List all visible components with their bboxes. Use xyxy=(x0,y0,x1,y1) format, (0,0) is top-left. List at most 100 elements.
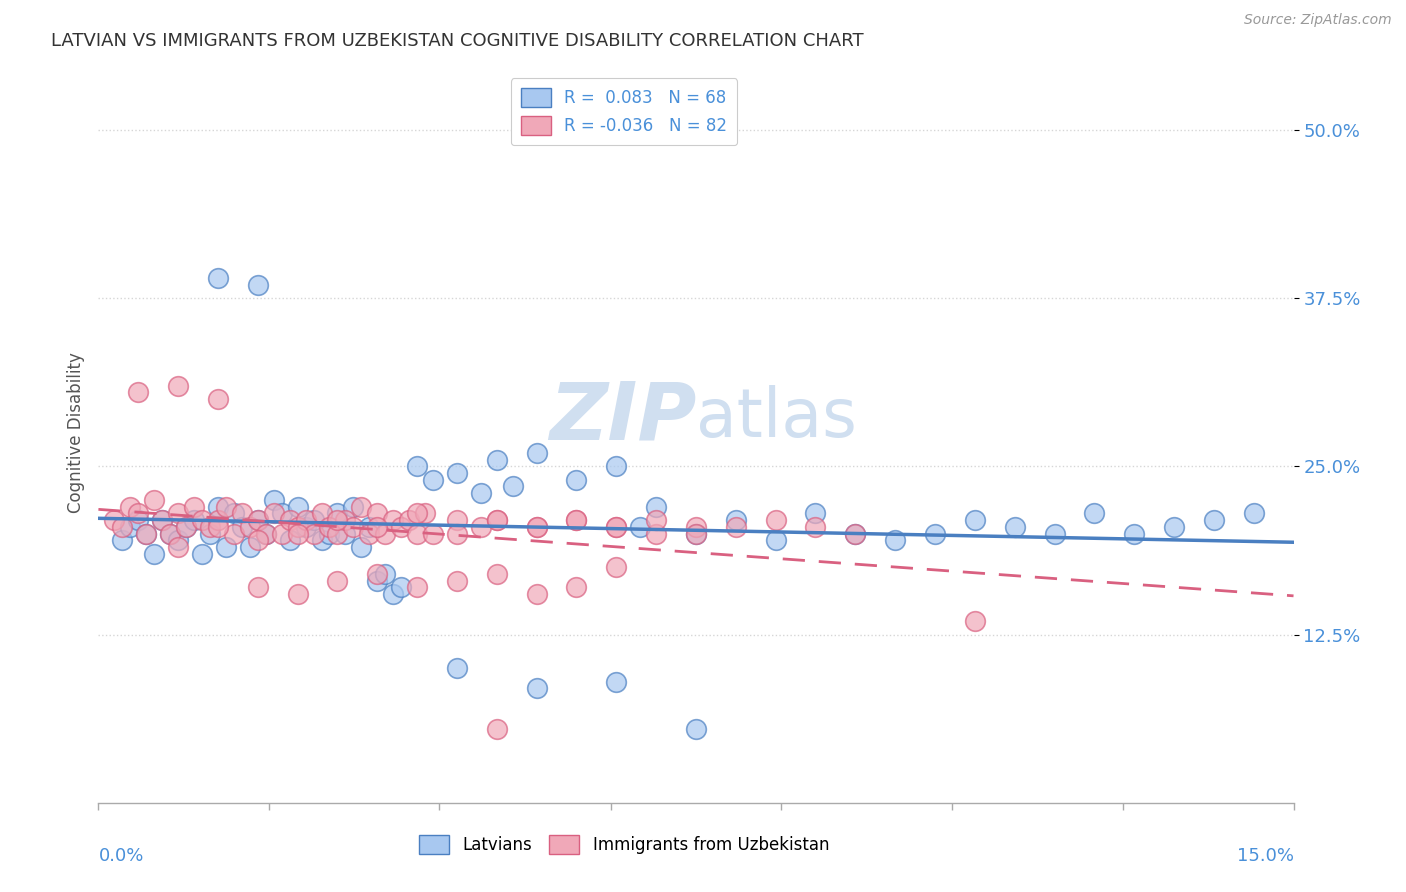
Point xyxy=(127,385,149,400)
Point xyxy=(685,526,707,541)
Point xyxy=(287,587,309,601)
Point xyxy=(198,526,221,541)
Point xyxy=(446,574,468,588)
Point xyxy=(366,566,388,581)
Point xyxy=(207,392,229,406)
Point xyxy=(215,540,238,554)
Point xyxy=(342,520,364,534)
Point xyxy=(159,526,181,541)
Point xyxy=(844,526,866,541)
Point xyxy=(159,526,181,541)
Point xyxy=(222,526,245,541)
Point xyxy=(263,492,285,507)
Point xyxy=(382,587,405,601)
Point xyxy=(287,520,309,534)
Point xyxy=(254,526,277,541)
Text: ZIP: ZIP xyxy=(548,379,696,457)
Point xyxy=(526,520,548,534)
Point xyxy=(366,507,388,521)
Point xyxy=(239,520,262,534)
Text: 0.0%: 0.0% xyxy=(98,847,143,865)
Point xyxy=(1243,507,1265,521)
Point xyxy=(485,566,508,581)
Point xyxy=(167,540,190,554)
Point xyxy=(374,566,396,581)
Point xyxy=(1202,513,1225,527)
Point xyxy=(246,513,269,527)
Point xyxy=(406,581,429,595)
Point xyxy=(150,513,173,527)
Point xyxy=(924,526,946,541)
Point xyxy=(143,547,166,561)
Point xyxy=(167,533,190,548)
Point xyxy=(565,581,588,595)
Point xyxy=(1083,507,1105,521)
Point xyxy=(724,520,747,534)
Point xyxy=(278,533,301,548)
Point xyxy=(685,722,707,736)
Point xyxy=(804,507,827,521)
Point xyxy=(120,520,142,534)
Point xyxy=(143,492,166,507)
Point xyxy=(844,526,866,541)
Point xyxy=(231,507,253,521)
Point xyxy=(198,520,221,534)
Point xyxy=(765,533,787,548)
Point xyxy=(359,520,381,534)
Point xyxy=(526,446,548,460)
Point xyxy=(406,507,429,521)
Point xyxy=(326,513,349,527)
Point xyxy=(685,526,707,541)
Point xyxy=(302,526,325,541)
Point xyxy=(350,500,373,514)
Point xyxy=(1163,520,1185,534)
Point xyxy=(804,520,827,534)
Point xyxy=(207,513,229,527)
Point xyxy=(191,513,214,527)
Point xyxy=(174,520,197,534)
Point xyxy=(135,526,157,541)
Text: atlas: atlas xyxy=(696,384,856,450)
Point xyxy=(605,520,627,534)
Point xyxy=(263,507,285,521)
Point xyxy=(565,513,588,527)
Point xyxy=(446,466,468,480)
Point xyxy=(526,520,548,534)
Point xyxy=(239,540,262,554)
Point xyxy=(246,277,269,292)
Point xyxy=(127,507,149,521)
Point xyxy=(406,526,429,541)
Point xyxy=(318,526,340,541)
Point xyxy=(246,513,269,527)
Point xyxy=(207,500,229,514)
Point xyxy=(526,587,548,601)
Point xyxy=(1043,526,1066,541)
Point xyxy=(565,513,588,527)
Point xyxy=(287,526,309,541)
Point xyxy=(254,526,277,541)
Point xyxy=(374,526,396,541)
Point xyxy=(565,473,588,487)
Point xyxy=(326,507,349,521)
Point xyxy=(628,520,651,534)
Text: 15.0%: 15.0% xyxy=(1236,847,1294,865)
Point xyxy=(1004,520,1026,534)
Point xyxy=(446,661,468,675)
Point xyxy=(103,513,125,527)
Point xyxy=(470,520,492,534)
Point xyxy=(605,674,627,689)
Point xyxy=(231,520,253,534)
Point xyxy=(183,513,205,527)
Point xyxy=(382,513,405,527)
Point xyxy=(389,520,412,534)
Text: LATVIAN VS IMMIGRANTS FROM UZBEKISTAN COGNITIVE DISABILITY CORRELATION CHART: LATVIAN VS IMMIGRANTS FROM UZBEKISTAN CO… xyxy=(51,32,863,50)
Point xyxy=(963,513,986,527)
Point xyxy=(963,614,986,628)
Point xyxy=(270,526,292,541)
Point xyxy=(167,378,190,392)
Point xyxy=(398,513,420,527)
Point xyxy=(526,681,548,696)
Point xyxy=(422,526,444,541)
Point xyxy=(120,500,142,514)
Point xyxy=(174,520,197,534)
